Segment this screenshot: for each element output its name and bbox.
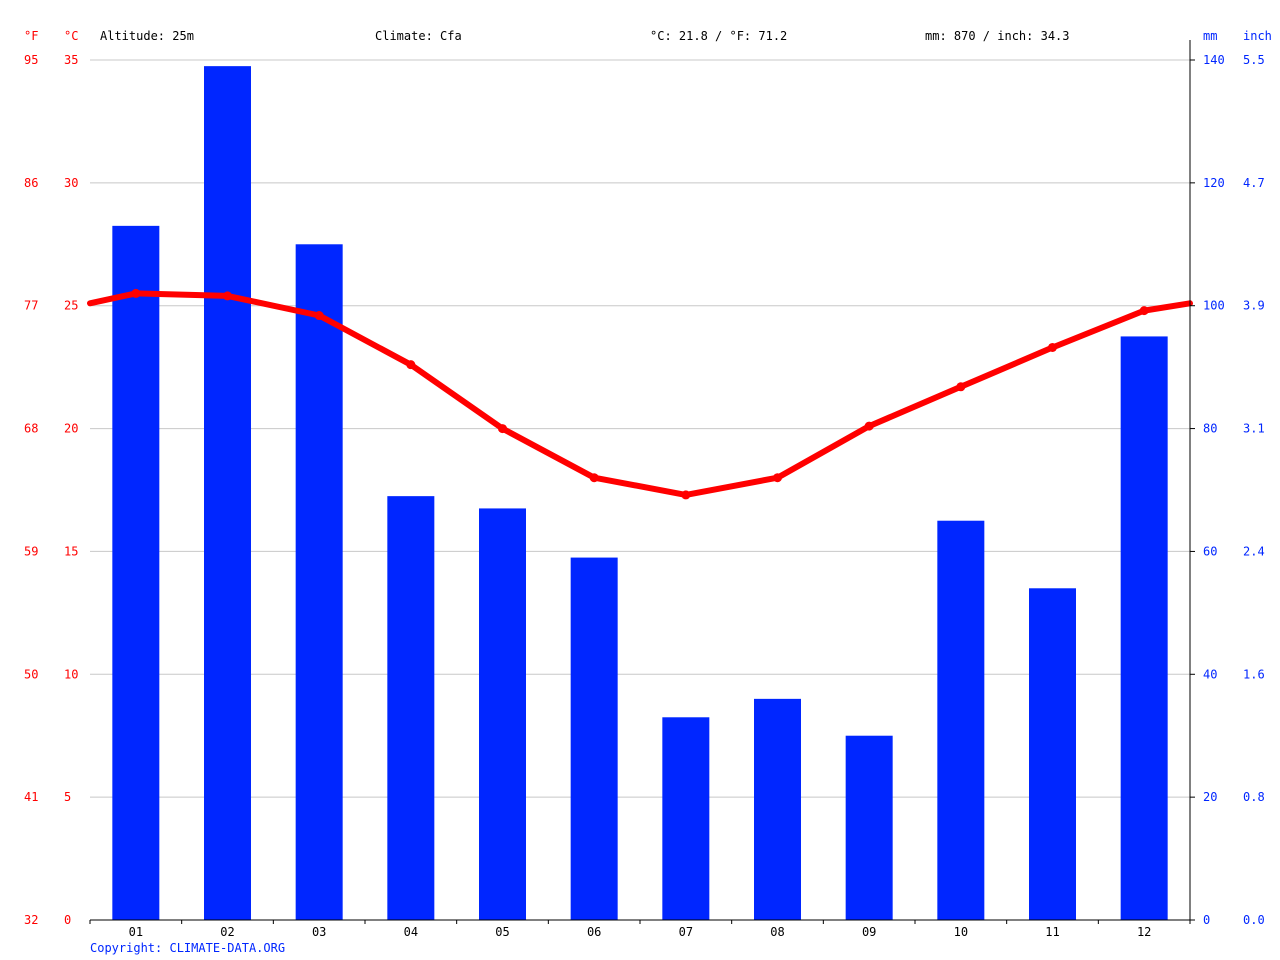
x-tick-label: 09 <box>862 925 876 939</box>
x-tick-label: 07 <box>679 925 693 939</box>
y-tick-label-mm: 120 <box>1203 176 1225 190</box>
x-tick-label: 06 <box>587 925 601 939</box>
precipitation-bar <box>1120 336 1168 920</box>
x-tick-label: 02 <box>220 925 234 939</box>
annual-precipitation-label: mm: 870 / inch: 34.3 <box>925 29 1070 43</box>
precipitation-bar <box>295 244 343 921</box>
temperature-point <box>1139 306 1149 316</box>
y-tick-label-inch: 1.6 <box>1243 667 1265 681</box>
y-tick-label-celsius: 35 <box>64 53 78 67</box>
precipitation-bar <box>479 508 526 920</box>
y-tick-label-celsius: 15 <box>64 544 78 558</box>
precipitation-bar <box>754 698 801 920</box>
mm-unit-label: mm <box>1203 29 1217 43</box>
y-tick-label-fahrenheit: 41 <box>24 790 38 804</box>
y-tick-label-fahrenheit: 95 <box>24 53 38 67</box>
temperature-point <box>681 490 691 500</box>
y-tick-label-fahrenheit: 77 <box>24 299 38 313</box>
y-tick-label-celsius: 10 <box>64 667 78 681</box>
temperature-point <box>498 424 507 434</box>
y-tick-label-mm: 60 <box>1203 544 1217 558</box>
y-tick-label-inch: 3.9 <box>1243 299 1265 313</box>
precipitation-bars <box>112 66 1168 921</box>
precipitation-bar <box>112 225 160 920</box>
temperature-line-path <box>87 290 1193 498</box>
fahrenheit-unit-label: °F <box>24 29 38 43</box>
precipitation-bar <box>570 557 618 920</box>
temperature-point <box>1048 342 1057 352</box>
temperature-point <box>773 473 782 483</box>
precipitation-bar <box>937 520 985 920</box>
y-tick-label-inch: 5.5 <box>1243 53 1265 67</box>
y-tick-label-mm: 40 <box>1203 667 1217 681</box>
x-tick-label: 04 <box>404 925 418 939</box>
y-tick-label-celsius: 30 <box>64 176 78 190</box>
y-tick-label-fahrenheit: 86 <box>24 176 38 190</box>
precipitation-bar <box>845 735 893 920</box>
y-tick-label-inch: 0.0 <box>1243 913 1265 927</box>
y-tick-label-mm: 100 <box>1203 299 1225 313</box>
x-tick-label: 10 <box>954 925 968 939</box>
x-tick-label: 11 <box>1045 925 1059 939</box>
y-tick-label-mm: 0 <box>1203 913 1210 927</box>
x-tick-label: 08 <box>770 925 784 939</box>
temperature-point <box>956 382 966 392</box>
x-tick-label: 03 <box>312 925 326 939</box>
tick-labels: 32 0 0 0.0 41 5 20 0.8 50 10 40 1.6 59 15 60 2.4 68 20 80 3… <box>24 53 1265 939</box>
y-tick-label-celsius: 0 <box>64 913 71 927</box>
y-tick-label-mm: 80 <box>1203 422 1217 436</box>
y-tick-label-inch: 0.8 <box>1243 790 1265 804</box>
inch-unit-label: inch <box>1243 29 1272 43</box>
y-tick-label-mm: 20 <box>1203 790 1217 804</box>
y-tick-label-inch: 4.7 <box>1243 176 1265 190</box>
y-tick-label-celsius: 25 <box>64 299 78 313</box>
temperature-point <box>406 360 416 370</box>
precipitation-bar <box>1029 588 1076 920</box>
y-tick-label-inch: 3.1 <box>1243 422 1265 436</box>
y-tick-label-fahrenheit: 50 <box>24 667 38 681</box>
gridlines <box>90 59 1190 798</box>
altitude-label: Altitude: 25m <box>100 29 194 43</box>
temperature-line <box>87 288 1193 500</box>
axes <box>89 40 1195 924</box>
temperature-point <box>314 311 324 321</box>
x-tick-label: 01 <box>129 925 143 939</box>
temperature-point <box>589 473 599 483</box>
copyright-label: Copyright: CLIMATE-DATA.ORG <box>90 941 285 955</box>
y-tick-label-mm: 140 <box>1203 53 1225 67</box>
y-tick-label-fahrenheit: 59 <box>24 544 38 558</box>
x-tick-label: 12 <box>1137 925 1151 939</box>
temperature-point <box>864 421 874 431</box>
y-tick-label-fahrenheit: 32 <box>24 913 38 927</box>
y-tick-label-inch: 2.4 <box>1243 544 1265 558</box>
precipitation-bar <box>204 66 251 920</box>
climate-label: Climate: Cfa <box>375 29 462 43</box>
y-tick-label-celsius: 20 <box>64 422 78 436</box>
temperature-point <box>131 288 141 298</box>
average-temperature-label: °C: 21.8 / °F: 71.2 <box>650 29 787 43</box>
precipitation-bar <box>662 717 710 920</box>
temperature-point <box>223 291 232 301</box>
y-tick-label-fahrenheit: 68 <box>24 422 38 436</box>
precipitation-bar <box>387 496 435 920</box>
celsius-unit-label: °C <box>64 29 78 43</box>
x-tick-label: 05 <box>495 925 509 939</box>
y-tick-label-celsius: 5 <box>64 790 71 804</box>
